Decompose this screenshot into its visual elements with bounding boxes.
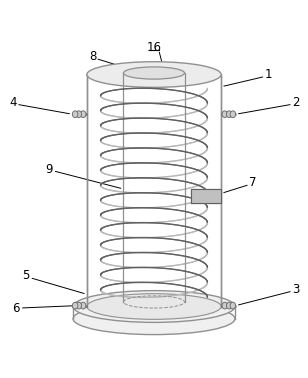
Ellipse shape (72, 302, 78, 309)
Ellipse shape (230, 302, 236, 309)
Text: 4: 4 (9, 96, 17, 109)
Text: 7: 7 (249, 177, 257, 189)
Ellipse shape (222, 302, 228, 309)
Ellipse shape (80, 111, 86, 118)
Ellipse shape (87, 62, 221, 87)
Ellipse shape (76, 302, 82, 309)
Text: 9: 9 (45, 163, 52, 176)
Polygon shape (191, 189, 221, 203)
Ellipse shape (87, 294, 221, 319)
Ellipse shape (80, 302, 86, 309)
Text: 8: 8 (89, 50, 97, 63)
Ellipse shape (76, 111, 82, 118)
Text: 16: 16 (147, 42, 161, 54)
Text: 5: 5 (22, 270, 30, 282)
Ellipse shape (124, 67, 184, 79)
Ellipse shape (73, 291, 235, 322)
Ellipse shape (226, 302, 232, 309)
Text: 6: 6 (12, 302, 20, 316)
Ellipse shape (226, 111, 232, 118)
Text: 1: 1 (265, 68, 272, 81)
Ellipse shape (72, 111, 78, 118)
Ellipse shape (222, 111, 228, 118)
Text: 3: 3 (292, 283, 300, 296)
Text: 2: 2 (292, 96, 300, 109)
Ellipse shape (73, 303, 235, 335)
Ellipse shape (230, 111, 236, 118)
